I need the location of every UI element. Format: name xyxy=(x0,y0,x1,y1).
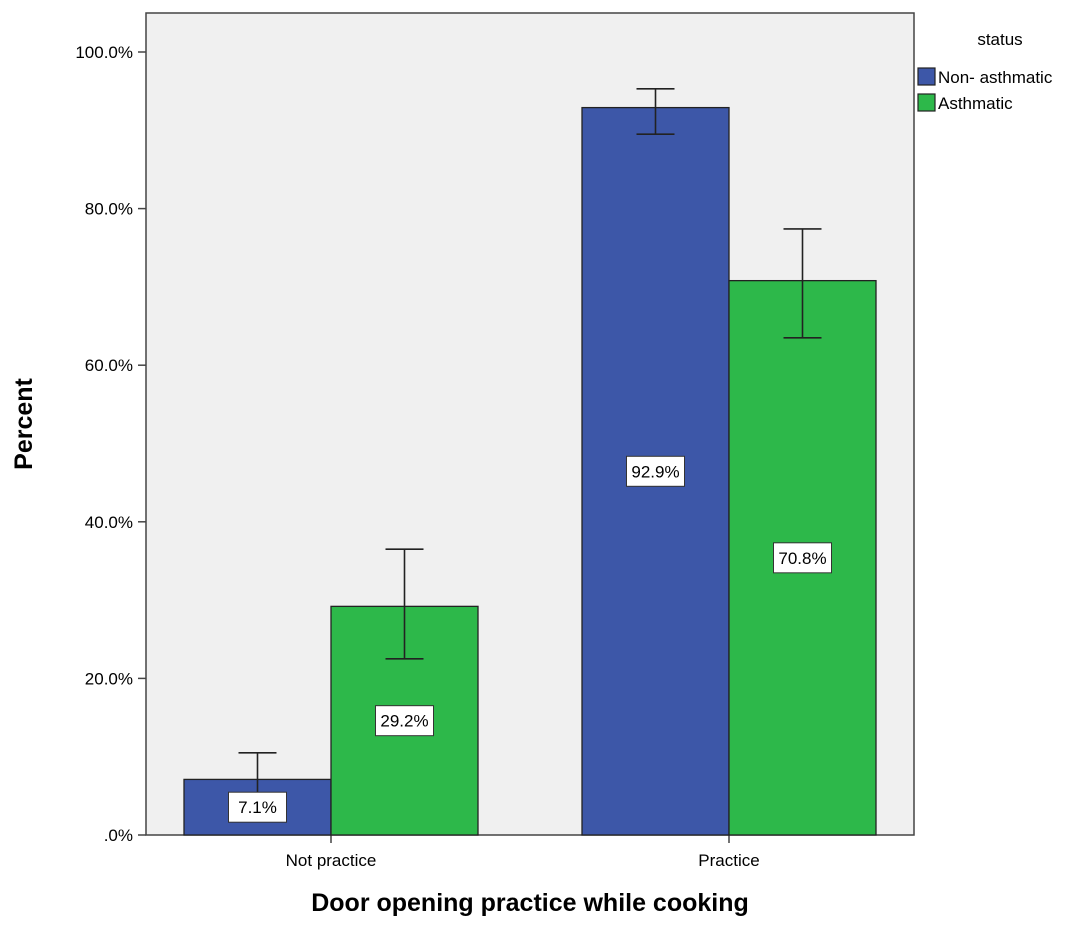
legend-label: Asthmatic xyxy=(938,94,1013,113)
y-tick-label: 80.0% xyxy=(85,200,133,219)
y-tick-label: .0% xyxy=(104,826,133,845)
legend-label: Non- asthmatic xyxy=(938,68,1053,87)
error-bars xyxy=(238,88,822,797)
y-tick-label: 20.0% xyxy=(85,669,133,688)
legend: status Non- asthmatic Asthmatic xyxy=(917,30,1053,113)
y-tick-label: 40.0% xyxy=(85,513,133,532)
error-bar xyxy=(783,228,822,339)
svg-text:92.9%: 92.9% xyxy=(631,462,679,481)
y-axis: .0% 20.0% 40.0% 60.0% 80.0% 100.0% xyxy=(75,43,146,845)
y-tick-label: 100.0% xyxy=(75,43,133,62)
data-label: 7.1% xyxy=(228,791,287,823)
x-tick-label: Practice xyxy=(698,851,759,870)
x-tick-label: Not practice xyxy=(286,851,377,870)
data-label: 29.2% xyxy=(375,705,434,737)
svg-text:7.1%: 7.1% xyxy=(238,798,277,817)
legend-swatch xyxy=(917,67,936,86)
y-tick-label: 60.0% xyxy=(85,356,133,375)
svg-text:29.2%: 29.2% xyxy=(380,712,428,731)
y-axis-title: Percent xyxy=(10,377,38,469)
svg-text:70.8%: 70.8% xyxy=(778,549,826,568)
data-label: 92.9% xyxy=(626,455,685,487)
legend-item: Asthmatic xyxy=(917,93,1013,113)
data-label: 70.8% xyxy=(773,542,832,574)
legend-swatch xyxy=(917,93,936,112)
legend-title: status xyxy=(977,30,1022,49)
x-axis-title: Door opening practice while cooking xyxy=(311,889,749,917)
legend-item: Non- asthmatic xyxy=(917,67,1053,87)
error-bar xyxy=(385,548,424,660)
error-bar xyxy=(636,88,675,136)
x-axis: Not practice Practice xyxy=(286,835,760,870)
data-labels: 7.1% 92.9% 29.2% 70.8% xyxy=(228,455,832,823)
